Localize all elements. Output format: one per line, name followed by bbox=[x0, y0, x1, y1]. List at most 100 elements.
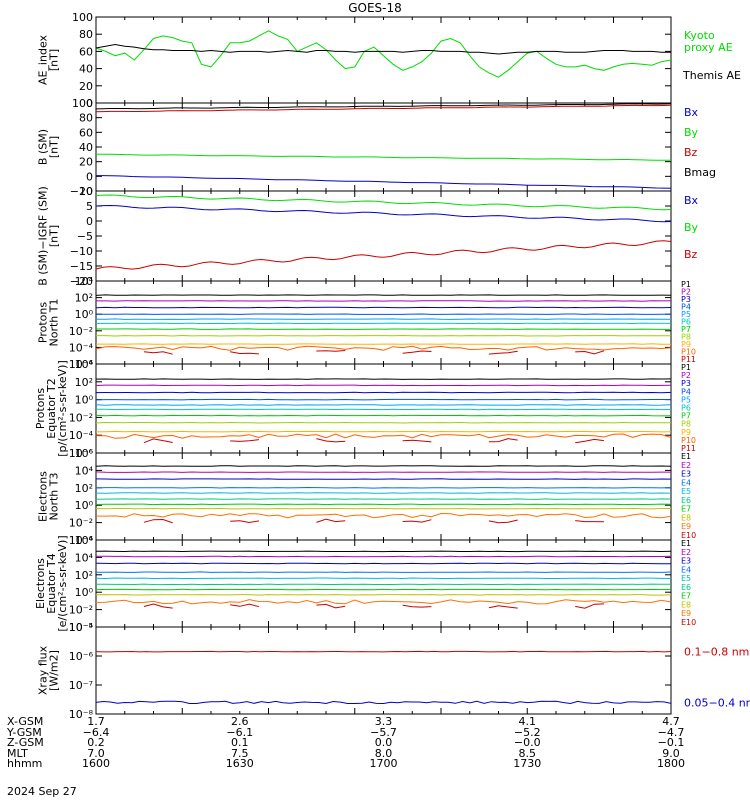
legend-entry: E2 bbox=[681, 548, 691, 557]
ephemeris-value: −4.7 bbox=[658, 726, 685, 739]
ae-series-0 bbox=[95, 30, 672, 78]
legend-entry: P7 bbox=[681, 325, 691, 334]
ephemeris-row-label: Z-GSM bbox=[7, 736, 44, 749]
channel-P5 bbox=[96, 318, 671, 320]
channel-P11 bbox=[402, 350, 432, 354]
channel-E9 bbox=[96, 512, 672, 519]
legend-entry: P6 bbox=[681, 404, 691, 413]
xray-1 bbox=[95, 700, 672, 705]
channel-P8 bbox=[95, 421, 672, 424]
channel-E6 bbox=[95, 498, 672, 500]
ephemeris-row-label: hhmm bbox=[7, 757, 42, 770]
channel-E2 bbox=[95, 471, 671, 473]
y-tick-label: 10⁻⁶ bbox=[69, 358, 94, 371]
legend-entry: P9 bbox=[681, 340, 691, 349]
channel-E6 bbox=[95, 583, 671, 586]
y-tick-label: 10⁻⁴ bbox=[69, 621, 94, 634]
xray-0 bbox=[95, 650, 672, 653]
channel-E4 bbox=[95, 571, 672, 573]
channel-P10 bbox=[95, 345, 672, 351]
channel-E10 bbox=[316, 518, 346, 523]
legend-entry: proxy AE bbox=[684, 41, 733, 54]
ephemeris-value: 9.0 bbox=[662, 747, 680, 760]
channel-P3 bbox=[95, 306, 672, 309]
y-axis-label: Protons bbox=[37, 302, 50, 343]
channel-E3 bbox=[95, 562, 671, 565]
panel-frame-xray bbox=[95, 626, 672, 715]
legend-entry: E8 bbox=[681, 513, 691, 522]
ephemeris-value: 1730 bbox=[513, 757, 541, 770]
channel-P4 bbox=[95, 398, 672, 401]
channel-P11 bbox=[143, 438, 173, 444]
legend-entry: P2 bbox=[681, 288, 691, 297]
legend-entry: P2 bbox=[681, 371, 691, 380]
series-bx bbox=[96, 175, 672, 189]
legend-entry: P4 bbox=[681, 387, 691, 396]
y-tick-label: 10⁻⁸ bbox=[69, 708, 94, 721]
legend-entry: E10 bbox=[681, 618, 696, 627]
legend-entry: P11 bbox=[681, 444, 696, 453]
date-label: 2024 Sep 27 bbox=[7, 785, 77, 798]
channel-P3 bbox=[95, 391, 672, 394]
legend-entry: P5 bbox=[681, 395, 691, 404]
channel-E10 bbox=[488, 519, 518, 524]
ephemeris-row-label: MLT bbox=[7, 747, 28, 760]
ephemeris-value: −5.7 bbox=[370, 726, 397, 739]
y-tick-label: 5 bbox=[86, 200, 93, 213]
channel-P11 bbox=[575, 350, 605, 355]
series-bmag bbox=[95, 103, 672, 110]
y-tick-label: 10² bbox=[75, 482, 93, 495]
channel-E10 bbox=[575, 603, 604, 609]
channel-E10 bbox=[402, 519, 432, 523]
channel-E1 bbox=[95, 465, 672, 467]
y-tick-label: 10⁴ bbox=[75, 551, 94, 564]
legend-entry: P10 bbox=[681, 436, 696, 445]
legend-entry: E3 bbox=[681, 557, 691, 566]
ephemeris-value: 1800 bbox=[657, 757, 685, 770]
series-bz bbox=[95, 240, 672, 270]
y-axis-label: Protons bbox=[34, 388, 47, 429]
ephemeris-value: 8.0 bbox=[375, 747, 393, 760]
channel-P11 bbox=[230, 439, 259, 442]
legend-entry: Bx bbox=[684, 194, 699, 207]
panel-frame-electrons-equator-t4 bbox=[95, 539, 672, 628]
y-axis-label: Electrons bbox=[34, 558, 47, 609]
channel-E8 bbox=[95, 507, 671, 510]
ephemeris-value: 0.2 bbox=[87, 736, 105, 749]
y-tick-label: 10 bbox=[79, 185, 93, 198]
channel-P11 bbox=[143, 351, 173, 355]
ephemeris-value: 1600 bbox=[82, 757, 110, 770]
series-bx bbox=[95, 204, 672, 223]
legend-entry: E7 bbox=[681, 592, 691, 601]
legend-entry: Bz bbox=[684, 248, 698, 261]
y-tick-label: 10⁶ bbox=[75, 534, 94, 547]
channel-P6 bbox=[95, 322, 672, 325]
legend-entry: P6 bbox=[681, 318, 691, 327]
y-axis-label: Equator T4 bbox=[45, 553, 58, 613]
y-tick-label: 10⁰ bbox=[75, 586, 94, 599]
legend-entry: E10 bbox=[681, 531, 696, 540]
channel-P8 bbox=[96, 334, 672, 337]
ephemeris-value: 7.0 bbox=[87, 747, 105, 760]
y-tick-label: 10⁻² bbox=[69, 411, 93, 424]
legend-entry: P10 bbox=[681, 348, 696, 357]
ephemeris-value: 1.7 bbox=[87, 715, 105, 728]
channel-E10 bbox=[488, 605, 518, 609]
panel-frame-b-igrf bbox=[95, 190, 672, 282]
channel-P7 bbox=[96, 328, 671, 330]
legend-entry: By bbox=[684, 126, 699, 139]
y-tick-label: 10⁴ bbox=[75, 464, 94, 477]
ephemeris-value: −6.4 bbox=[83, 726, 110, 739]
channel-E1 bbox=[95, 550, 672, 553]
channel-P1 bbox=[95, 294, 672, 296]
channel-P2 bbox=[96, 300, 672, 302]
y-tick-label: 10⁻⁶ bbox=[69, 650, 94, 663]
y-tick-label: 60 bbox=[79, 45, 93, 58]
page-title: GOES-18 bbox=[348, 1, 402, 15]
channel-P9 bbox=[95, 430, 672, 433]
ephemeris-row-label: Y-GSM bbox=[6, 726, 42, 739]
y-tick-label: 10⁻² bbox=[69, 325, 93, 338]
channel-P11 bbox=[575, 438, 604, 444]
y-tick-label: 10² bbox=[75, 376, 93, 389]
y-axis-label: B (SM)−IGRF (SM) bbox=[37, 186, 50, 286]
